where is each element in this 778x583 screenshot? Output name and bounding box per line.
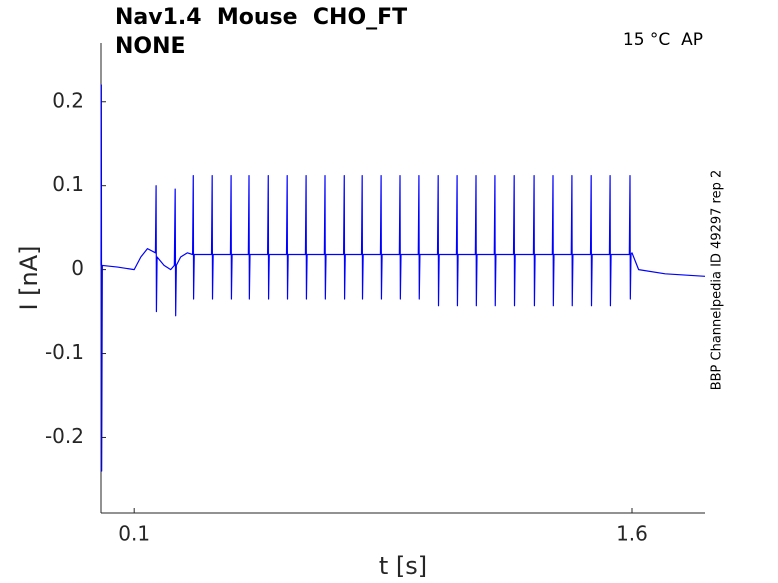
y-tick-label: -0.2 xyxy=(45,424,84,448)
annotation: 15 °C AP xyxy=(623,30,703,50)
trace-line xyxy=(100,84,706,472)
y-tick-label: 0 xyxy=(71,256,84,280)
x-tick-label: 0.1 xyxy=(118,522,150,546)
chart-title: Nav1.4 Mouse CHO_FT xyxy=(115,5,407,30)
x-tick-label: 1.6 xyxy=(616,522,648,546)
x-axis-label: t [s] xyxy=(379,552,427,580)
side-note: BBP Channelpedia ID 49297 rep 2 xyxy=(710,170,725,391)
chart-subtitle: NONE xyxy=(115,34,186,59)
y-axis-label: I [nA] xyxy=(15,245,43,310)
y-tick-label: 0.1 xyxy=(52,172,84,196)
y-tick-label: 0.2 xyxy=(52,88,84,112)
y-tick-label: -0.1 xyxy=(45,340,84,364)
